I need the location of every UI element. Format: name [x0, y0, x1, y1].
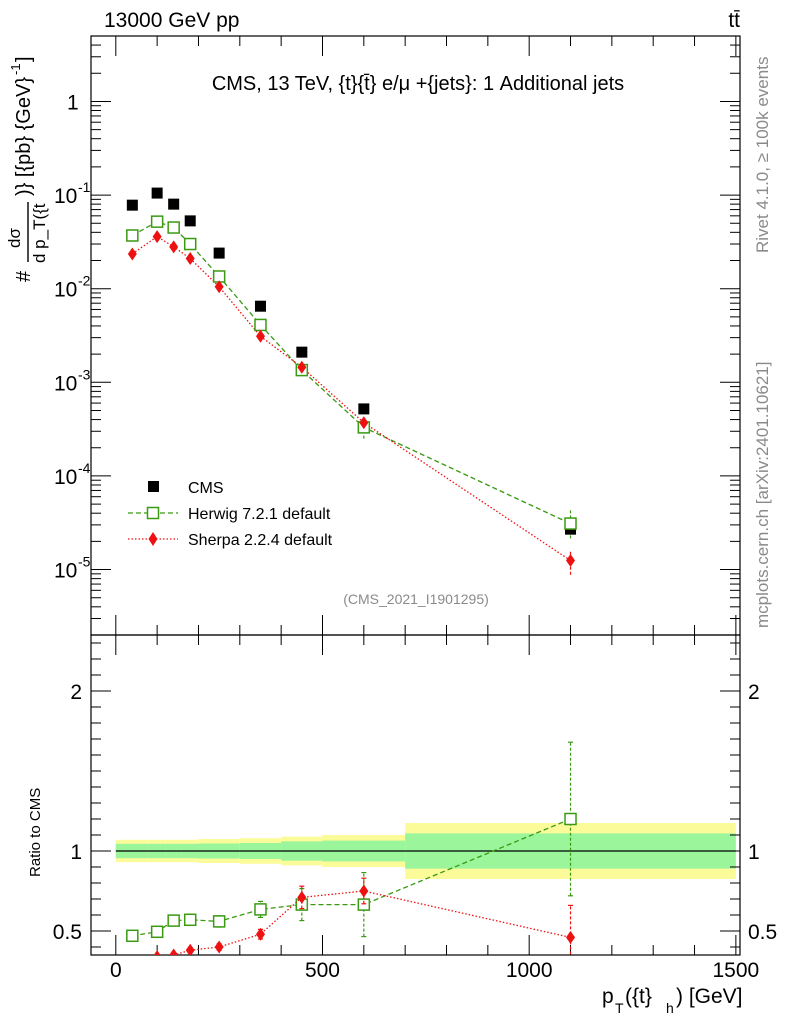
ratio-point-herwig	[564, 812, 577, 826]
main-ytick-label: 10	[54, 185, 77, 208]
ratio-point-herwig	[150, 925, 164, 939]
data-point-sherpa	[169, 240, 179, 254]
ratio-xtick-label: 0	[110, 959, 122, 982]
legend-label-herwig: Herwig 7.2.1 default	[188, 506, 331, 523]
data-point-herwig	[126, 229, 139, 242]
rivet-version-label: Rivet 4.1.0, ≥ 100k events	[753, 57, 772, 253]
ratio-point-herwig	[212, 915, 226, 928]
main-ytick-label: 10	[54, 279, 77, 302]
ratio-ytick-label-left: 1	[70, 841, 82, 864]
legend-label-cms: CMS	[188, 480, 224, 497]
mcplots-label: mcplots.cern.ch [arXiv:2401.10621]	[753, 362, 772, 628]
main-ytick-exponent: -4	[78, 460, 91, 476]
legend-label-sherpa: Sherpa 2.2.4 default	[188, 532, 333, 549]
main-series-marks	[126, 187, 577, 575]
ratio-series-clipped	[126, 741, 577, 970]
header-left: 13000 GeV pp	[104, 9, 239, 32]
data-point-cms	[213, 247, 225, 259]
legend-marker-cms	[148, 481, 159, 492]
data-point-sherpa	[566, 553, 576, 567]
ratio-point-herwig	[167, 914, 180, 927]
main-ytick-exponent: -3	[78, 366, 91, 382]
data-point-herwig	[564, 517, 577, 530]
ratio-point-sherpa	[359, 884, 369, 898]
data-point-herwig	[150, 215, 164, 228]
ratio-point-sherpa	[153, 950, 161, 955]
data-point-cms	[358, 403, 370, 415]
ratio-point-herwig	[183, 913, 197, 927]
ylabel-denominator: d p_T({t	[30, 203, 49, 263]
data-point-cms	[168, 198, 180, 210]
legend-marker-herwig	[146, 506, 160, 520]
ratio-point-sherpa	[214, 940, 224, 954]
data-point-sherpa	[255, 329, 265, 343]
main-ytick-label: 10	[54, 560, 77, 583]
ratio-panel: 0.5 0.5 1 1 2 2 0 500 1000 1500	[53, 634, 777, 982]
ylabel-numerator: dσ	[5, 228, 24, 248]
ratio-point-sherpa	[185, 943, 195, 955]
data-point-herwig	[254, 318, 267, 332]
data-point-herwig	[167, 221, 180, 234]
chart-title: CMS, 13 TeV, {t}{t̄} e/μ +{jets}: 1 Addi…	[212, 73, 624, 95]
ratio-ytick-label-left: 2	[70, 681, 82, 704]
ratio-xtick-label: 1000	[506, 959, 553, 982]
analysis-watermark: (CMS_2021_I1901295)	[343, 591, 489, 607]
ratio-ytick-label-right: 0.5	[748, 921, 777, 944]
data-point-cms	[296, 346, 308, 358]
data-point-cms	[254, 300, 266, 312]
ratio-point-sherpa	[128, 957, 137, 970]
ratio-point-sherpa	[169, 948, 179, 955]
main-ytick-label: 10	[54, 372, 77, 395]
ratio-ytick-label-right: 2	[748, 681, 760, 704]
header-right: tt̄	[728, 9, 740, 32]
xlabel-end: ) [GeV]	[676, 985, 743, 1008]
data-point-sherpa	[127, 247, 137, 261]
xlabel-h: h	[666, 1000, 674, 1016]
data-point-cms	[151, 187, 163, 199]
main-panel: 110-110-210-310-410-5	[54, 35, 741, 636]
main-ytick-exponent: -1	[78, 179, 91, 195]
ylabel-unit: )} [{pb} {GeV}	[13, 77, 35, 196]
ylabel-bracket: ]	[13, 56, 35, 62]
ratio-point-sherpa	[255, 927, 265, 941]
ylabel-exponent: -1	[8, 63, 23, 75]
main-ytick-label: 1	[67, 91, 79, 114]
legend-marker-sherpa	[148, 532, 158, 546]
main-ytick-label: 10	[54, 466, 77, 489]
ratio-point-sherpa	[566, 930, 576, 944]
main-ytick-exponent: -2	[78, 273, 91, 289]
ratio-ytick-label-right: 1	[748, 841, 760, 864]
xlabel-t: T	[615, 1000, 624, 1016]
legend: CMS Herwig 7.2.1 default Sherpa 2.2.4 de…	[128, 480, 333, 549]
data-point-sherpa	[359, 416, 369, 430]
ratio-point-herwig	[357, 898, 371, 911]
ylabel-hash: #	[13, 270, 35, 282]
ratio-ytick-label-left: 0.5	[53, 921, 82, 944]
ratio-point-herwig	[126, 929, 139, 943]
data-point-cms	[126, 199, 138, 211]
data-point-cms	[184, 215, 196, 227]
ratio-xtick-label: 500	[305, 959, 340, 982]
ratio-xtick-label: 1500	[713, 959, 760, 982]
ratio-frame	[90, 634, 741, 956]
data-point-herwig	[183, 237, 197, 251]
data-point-sherpa	[297, 360, 307, 374]
xlabel-p: p	[602, 985, 614, 1008]
data-point-sherpa	[185, 252, 195, 266]
ratio-ylabel: Ratio to CMS	[27, 788, 44, 877]
xlabel-mid: ({t}	[625, 985, 652, 1008]
main-ylabel: # dσ d p_T({t )} [{pb} {GeV} -1 ]	[5, 56, 49, 282]
data-point-sherpa	[152, 230, 162, 244]
data-point-sherpa	[214, 280, 224, 294]
ratio-series-marks	[126, 741, 577, 970]
ratio-point-herwig	[254, 903, 267, 916]
ratio-point-sherpa	[297, 890, 307, 904]
xlabel: p T ({t} h ) [GeV]	[602, 985, 743, 1016]
main-ytick-exponent: -5	[78, 554, 91, 570]
